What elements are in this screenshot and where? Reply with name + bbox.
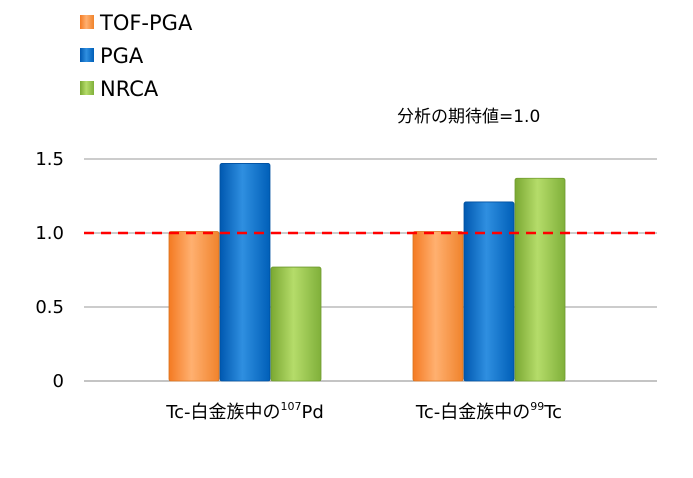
x-axis-labels: Tc-白金族中の107Pd Tc-白金族中の99Tc <box>165 400 562 423</box>
expected-value-annotation: 分析の期待値=1.0 <box>397 107 540 127</box>
legend-label-pga: PGA <box>100 44 144 68</box>
y-axis-ticks: 0 0.5 1.0 1.5 <box>35 149 64 392</box>
legend: TOF-PGA PGA NRCA <box>80 11 193 101</box>
y-tick-label: 1.0 <box>35 223 64 244</box>
bar-pga-1 <box>219 163 271 382</box>
y-tick-label: 0.5 <box>35 297 64 318</box>
legend-swatch-pga <box>80 48 94 62</box>
x-category-label: Tc-白金族中の99Tc <box>415 400 562 423</box>
bar-tof-pga-2 <box>412 231 464 382</box>
bar-nrca-2 <box>514 177 566 382</box>
bar-pga-2 <box>463 201 515 382</box>
bar-tof-pga-1 <box>168 231 220 382</box>
y-tick-label: 0 <box>53 371 64 392</box>
x-category-label: Tc-白金族中の107Pd <box>165 400 324 423</box>
bars <box>168 163 566 382</box>
legend-label-nrca: NRCA <box>100 77 159 101</box>
bar-nrca-1 <box>270 266 322 382</box>
y-tick-label: 1.5 <box>35 149 64 170</box>
legend-swatch-nrca <box>80 81 94 95</box>
legend-swatch-tof-pga <box>80 15 94 29</box>
legend-label-tof-pga: TOF-PGA <box>99 11 193 35</box>
